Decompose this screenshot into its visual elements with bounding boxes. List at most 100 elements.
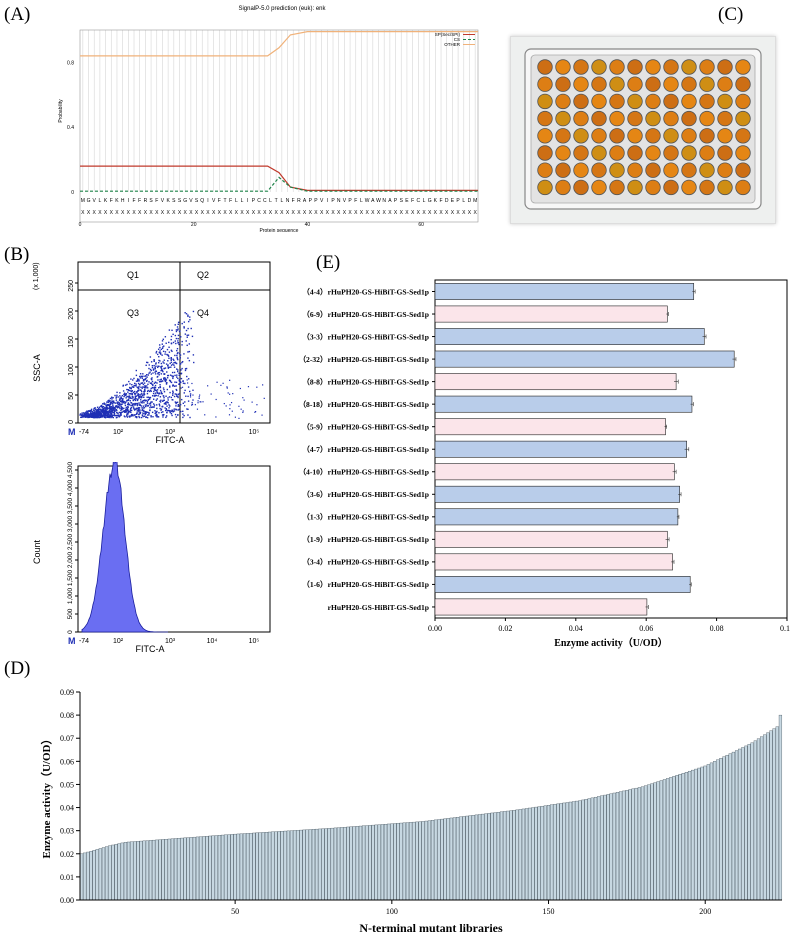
scatter-event — [137, 407, 139, 410]
scatter-event — [137, 398, 139, 400]
bar — [559, 803, 563, 901]
sequence-mask: X — [337, 210, 341, 216]
scatter-event — [148, 414, 150, 416]
scatter-event — [168, 379, 171, 382]
scatter-event — [136, 412, 138, 414]
scatter-event — [124, 393, 126, 396]
scatter-event — [140, 393, 143, 395]
y-tick-label: 4,500 — [67, 462, 74, 478]
scatter-event — [142, 412, 144, 414]
scatter-event — [158, 381, 161, 383]
scatter-event — [156, 407, 158, 410]
scatter-event — [184, 369, 187, 372]
scatter-event — [81, 412, 83, 414]
scatter-event — [172, 363, 174, 365]
scatter-event — [126, 412, 128, 414]
plate-well — [573, 93, 589, 110]
bar — [669, 777, 673, 901]
scatter-event — [123, 407, 125, 410]
scatter-event — [101, 406, 104, 408]
scatter-event — [150, 415, 152, 417]
scatter-event — [96, 406, 99, 408]
scatter-event — [117, 403, 119, 405]
scatter-event — [106, 401, 108, 403]
scatter-event — [83, 412, 86, 414]
scatter-event — [134, 416, 137, 418]
scatter-event — [113, 407, 115, 409]
scatter-event — [118, 399, 121, 401]
scatter-event — [127, 411, 130, 414]
bar — [434, 485, 680, 503]
scatter-event — [150, 416, 152, 418]
scatter-event — [229, 404, 231, 406]
bar — [468, 815, 472, 901]
scatter-event — [119, 397, 121, 399]
scatter-event — [156, 353, 159, 356]
scatter-event — [115, 399, 118, 401]
scatter-event — [146, 385, 148, 387]
scatter-event — [174, 374, 176, 377]
panel-label-d: (D) — [4, 658, 31, 679]
scatter-event — [149, 405, 152, 407]
sequence-mask: X — [309, 210, 313, 216]
scatter-event — [135, 392, 137, 395]
scatter-event — [171, 329, 173, 332]
x-tick-label: 200 — [699, 907, 711, 916]
plate-well — [573, 145, 589, 161]
x-tick-label: 20 — [191, 222, 197, 228]
scatter-event — [158, 371, 161, 374]
scatter-event — [229, 393, 231, 395]
bar — [258, 832, 262, 901]
scatter-event — [187, 320, 190, 323]
bar — [120, 842, 124, 901]
scatter-event — [108, 412, 110, 414]
sequence-residue: R — [297, 198, 301, 204]
bar — [760, 736, 764, 901]
x-tick-label: 150 — [543, 907, 555, 916]
plate-well — [573, 128, 589, 144]
scatter-event — [109, 411, 112, 413]
scatter-event — [105, 409, 107, 412]
scatter-event — [151, 377, 153, 379]
scatter-event — [154, 384, 157, 387]
y-tick-label: 0.07 — [60, 734, 74, 743]
category-label: rHuPH20-GS-HiBiT-GS-Sed1p — [328, 603, 429, 612]
scatter-event — [192, 389, 194, 391]
scatter-event — [192, 394, 194, 396]
plate-well — [627, 76, 643, 92]
scatter-event — [182, 402, 185, 405]
scatter-event — [132, 396, 134, 398]
sequence-residue: P — [394, 198, 398, 204]
y-tick-label: 0.08 — [60, 711, 74, 720]
bar — [719, 758, 723, 901]
scatter-event — [165, 379, 168, 381]
scatter-event — [142, 386, 144, 388]
bar — [302, 829, 306, 901]
scatter-event — [136, 402, 139, 405]
bar — [474, 814, 479, 901]
scatter-event — [149, 402, 152, 404]
scatter-event — [162, 346, 164, 348]
scatter-event — [148, 364, 150, 366]
scatter-event — [112, 416, 114, 419]
scatter-event — [106, 416, 108, 418]
scatter-event — [170, 357, 172, 359]
scatter-event — [169, 405, 171, 407]
bar — [593, 796, 598, 901]
scatter-event — [157, 365, 159, 367]
scatter-event — [119, 407, 121, 410]
scatter-event — [162, 400, 164, 402]
sequence-residue: H — [121, 198, 125, 204]
scatter-event — [142, 380, 145, 382]
scatter-event — [160, 369, 162, 372]
scatter-event — [157, 416, 159, 418]
plate-well — [699, 179, 715, 196]
bar — [321, 828, 325, 901]
scatter-event — [156, 391, 158, 394]
scatter-event — [148, 367, 150, 370]
scatter-event — [133, 408, 135, 410]
scatter-event — [146, 402, 149, 404]
sequence-residue: T — [275, 198, 278, 204]
scatter-event — [106, 404, 108, 407]
chart-a-title: SignalP-5.0 prediction (euk): enk — [238, 6, 326, 12]
